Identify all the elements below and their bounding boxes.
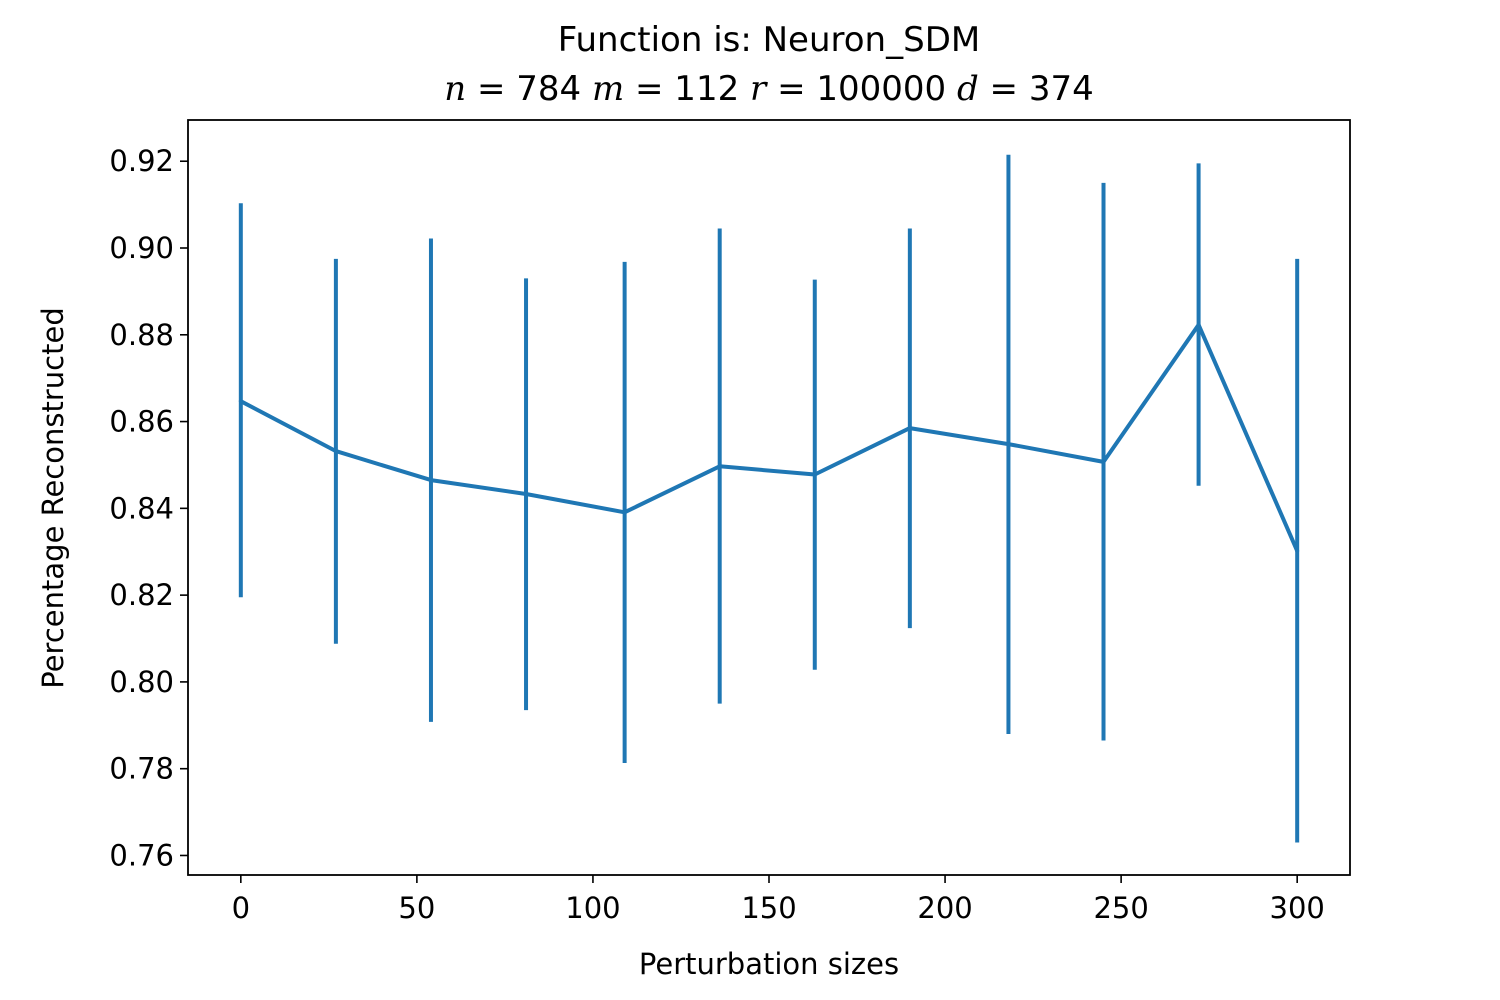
- y-tick-label: 0.76: [109, 838, 174, 872]
- subtitle-value-n: = 784: [466, 69, 581, 109]
- subtitle-var-r: r: [739, 69, 768, 109]
- data-point: [622, 510, 627, 515]
- y-axis: 0.76 0.78 0.80 0.82 0.84 0.86 0.88 0.90 0.92: [109, 144, 188, 872]
- x-tick-label: 100: [565, 891, 620, 925]
- subtitle-value-r: = 100000: [766, 69, 946, 109]
- data-point: [717, 464, 722, 469]
- data-point: [333, 449, 338, 454]
- subtitle-value-d: = 374: [979, 69, 1094, 109]
- subtitle-var-d: d: [946, 69, 979, 109]
- x-axis-label: Perturbation sizes: [639, 947, 899, 981]
- data-point: [524, 492, 529, 497]
- data-point: [1196, 322, 1201, 327]
- error-bars: [238, 154, 1300, 843]
- chart-title: Function is: Neuron_SDM: [558, 20, 980, 60]
- data-point: [907, 426, 912, 431]
- y-axis-label: Percentage Reconstructed: [36, 307, 70, 688]
- plot-frame: [187, 119, 1351, 876]
- y-tick-label: 0.88: [109, 318, 174, 352]
- x-tick-label: 0: [232, 891, 250, 925]
- subtitle-value-m: = 112: [624, 69, 739, 109]
- data-point: [428, 478, 433, 483]
- data-point: [238, 399, 243, 404]
- y-tick-label: 0.92: [109, 144, 174, 178]
- series-lines: [238, 322, 1300, 553]
- y-tick-label: 0.84: [109, 491, 174, 525]
- x-tick-label: 150: [741, 891, 796, 925]
- y-tick-label: 0.82: [109, 578, 174, 612]
- y-tick-label: 0.90: [109, 231, 174, 265]
- chart-subtitle: n = 784 m = 112 r = 100000 d = 374: [444, 69, 1094, 109]
- data-point: [1295, 548, 1300, 553]
- y-tick-label: 0.80: [109, 665, 174, 699]
- x-tick-label: 300: [1270, 891, 1325, 925]
- x-tick-label: 200: [917, 891, 972, 925]
- data-point: [1101, 459, 1106, 464]
- series-line: [239, 322, 1300, 552]
- x-axis: 0 50 100 150 200 250 300: [232, 875, 1325, 925]
- x-tick-label: 250: [1093, 891, 1148, 925]
- data-point: [812, 472, 817, 477]
- subtitle-var-m: m: [581, 69, 624, 109]
- y-tick-label: 0.86: [109, 405, 174, 439]
- x-tick-label: 50: [398, 891, 435, 925]
- y-tick-label: 0.78: [109, 752, 174, 786]
- data-point: [1006, 442, 1011, 447]
- subtitle-var-n: n: [444, 69, 466, 109]
